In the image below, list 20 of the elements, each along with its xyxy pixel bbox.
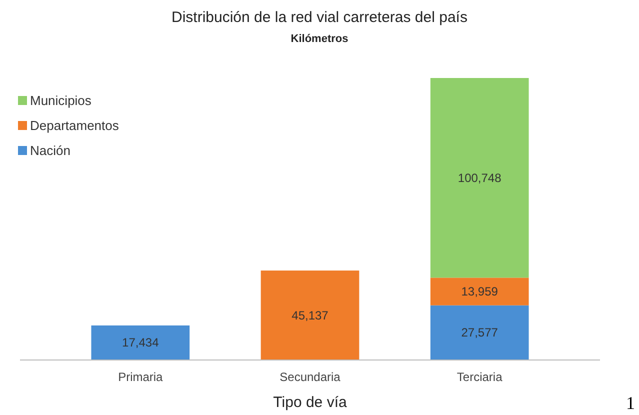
data-label: 100,748 xyxy=(458,170,502,185)
x-tick-label: Secundaria xyxy=(280,370,341,384)
data-label: 45,137 xyxy=(292,308,329,322)
legend-label: Departamentos xyxy=(30,118,120,133)
bar xyxy=(430,305,529,360)
chart-title: Distribución de la red vial carreteras del país xyxy=(172,9,468,26)
x-tick-label: Primaria xyxy=(118,370,164,384)
bar xyxy=(260,270,360,360)
bar xyxy=(430,78,529,278)
bar xyxy=(91,325,190,360)
data-label: 17,434 xyxy=(122,336,160,350)
legend-label: Municipios xyxy=(30,93,92,108)
chart-subtitle: Kilómetros xyxy=(290,33,348,45)
x-axis-title: Tipo de vía xyxy=(273,394,348,411)
text: 1 xyxy=(626,393,635,413)
bar xyxy=(430,278,529,306)
data-label: 27,577 xyxy=(461,326,498,340)
legend-label: Nación xyxy=(30,143,70,158)
x-tick-label: Terciaria xyxy=(456,370,503,384)
data-label: 13,959 xyxy=(461,284,498,299)
